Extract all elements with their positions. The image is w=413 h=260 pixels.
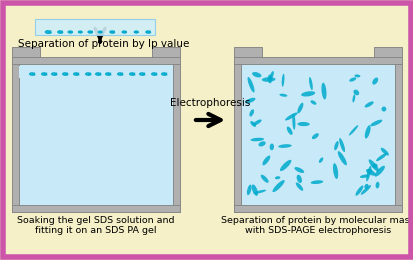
Ellipse shape	[250, 138, 263, 141]
Bar	[240, 64, 394, 205]
Ellipse shape	[349, 77, 356, 82]
Ellipse shape	[360, 185, 370, 195]
Ellipse shape	[250, 121, 256, 127]
Ellipse shape	[253, 190, 266, 194]
Ellipse shape	[269, 144, 273, 150]
Bar	[233, 47, 261, 57]
Ellipse shape	[366, 168, 371, 173]
Ellipse shape	[375, 182, 379, 188]
Ellipse shape	[351, 94, 354, 102]
Ellipse shape	[261, 77, 275, 82]
Ellipse shape	[311, 133, 318, 139]
Text: Separation of protein by Ip value: Separation of protein by Ip value	[18, 39, 189, 49]
Ellipse shape	[249, 109, 254, 116]
Bar	[233, 64, 240, 212]
Bar	[394, 64, 401, 212]
Ellipse shape	[380, 148, 388, 155]
Ellipse shape	[310, 100, 316, 105]
Ellipse shape	[359, 174, 368, 178]
Bar	[12, 205, 180, 212]
Bar	[373, 47, 401, 57]
Ellipse shape	[370, 120, 382, 126]
Ellipse shape	[355, 185, 363, 196]
Ellipse shape	[318, 157, 323, 163]
Ellipse shape	[353, 90, 358, 95]
Ellipse shape	[354, 74, 360, 77]
Ellipse shape	[338, 138, 344, 152]
Ellipse shape	[295, 183, 302, 191]
Ellipse shape	[297, 103, 303, 113]
Ellipse shape	[364, 101, 373, 107]
Text: Electrophoresis: Electrophoresis	[169, 98, 249, 108]
Bar	[233, 64, 401, 212]
Ellipse shape	[262, 155, 270, 165]
Bar	[19, 66, 173, 78]
Bar	[152, 47, 180, 57]
Ellipse shape	[252, 72, 261, 77]
Bar	[12, 57, 180, 64]
Ellipse shape	[281, 74, 284, 87]
Ellipse shape	[244, 98, 255, 103]
Bar	[19, 64, 173, 205]
Ellipse shape	[371, 164, 377, 168]
Text: Soaking the gel SDS solution and: Soaking the gel SDS solution and	[17, 216, 174, 225]
Ellipse shape	[260, 175, 268, 183]
Ellipse shape	[278, 144, 291, 148]
Bar	[233, 57, 401, 64]
Bar	[173, 64, 180, 212]
Ellipse shape	[365, 169, 375, 176]
Ellipse shape	[279, 160, 291, 171]
Ellipse shape	[308, 77, 312, 90]
Bar	[12, 47, 40, 57]
Ellipse shape	[380, 107, 385, 112]
Bar	[12, 64, 180, 212]
Ellipse shape	[252, 119, 261, 126]
Ellipse shape	[279, 94, 287, 97]
Ellipse shape	[364, 125, 370, 139]
Ellipse shape	[269, 71, 273, 79]
Ellipse shape	[348, 125, 357, 135]
Ellipse shape	[247, 77, 254, 93]
Ellipse shape	[285, 112, 297, 120]
Ellipse shape	[246, 185, 251, 195]
Ellipse shape	[368, 159, 378, 172]
Ellipse shape	[375, 153, 386, 161]
Text: fitting it on an SDS PA gel: fitting it on an SDS PA gel	[35, 226, 157, 235]
Ellipse shape	[258, 141, 265, 146]
Text: with SDS-PAGE electrophoresis: with SDS-PAGE electrophoresis	[244, 226, 390, 235]
Bar	[233, 205, 401, 212]
Ellipse shape	[374, 166, 384, 177]
Ellipse shape	[272, 180, 284, 192]
Ellipse shape	[251, 184, 257, 196]
Ellipse shape	[292, 114, 295, 130]
Ellipse shape	[320, 83, 326, 100]
Ellipse shape	[310, 180, 323, 184]
Ellipse shape	[332, 163, 337, 179]
Ellipse shape	[365, 166, 370, 181]
Bar	[35, 19, 154, 35]
Ellipse shape	[337, 151, 346, 165]
Ellipse shape	[363, 184, 368, 189]
Ellipse shape	[297, 122, 309, 126]
Text: Separation of protein by molecular mass: Separation of protein by molecular mass	[221, 216, 413, 225]
Ellipse shape	[300, 91, 314, 96]
Ellipse shape	[371, 77, 377, 85]
Ellipse shape	[286, 127, 292, 135]
Ellipse shape	[333, 141, 338, 150]
Ellipse shape	[296, 175, 301, 183]
Ellipse shape	[267, 75, 271, 83]
Ellipse shape	[294, 167, 304, 173]
Bar	[12, 64, 19, 212]
Ellipse shape	[274, 176, 280, 179]
